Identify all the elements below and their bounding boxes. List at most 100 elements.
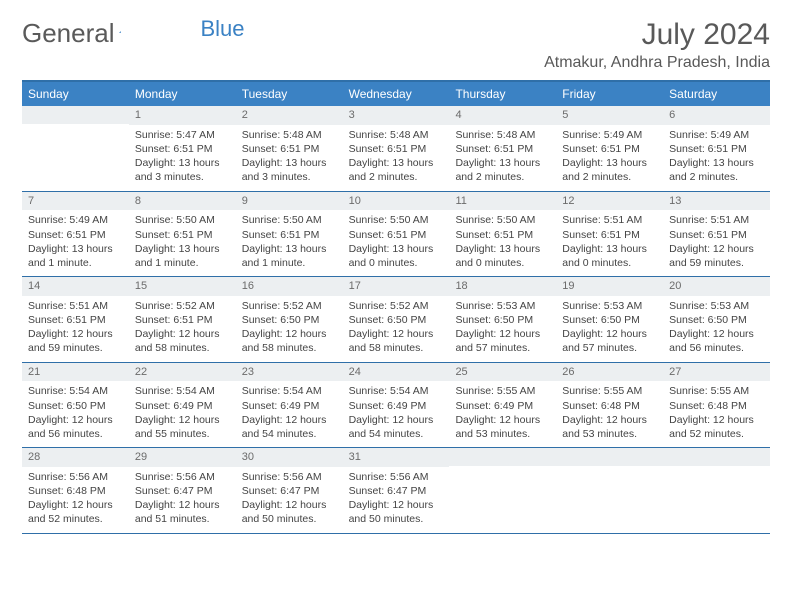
daylight-line: Daylight: 12 hours and 54 minutes. bbox=[349, 413, 444, 441]
day-number bbox=[449, 448, 556, 466]
daylight-line: Daylight: 13 hours and 1 minute. bbox=[242, 242, 337, 270]
daylight-line: Daylight: 13 hours and 2 minutes. bbox=[562, 156, 657, 184]
daylight-line: Daylight: 13 hours and 0 minutes. bbox=[349, 242, 444, 270]
day-header-row: SundayMondayTuesdayWednesdayThursdayFrid… bbox=[22, 82, 770, 106]
sunset-line: Sunset: 6:47 PM bbox=[135, 484, 230, 498]
sunset-line: Sunset: 6:51 PM bbox=[242, 142, 337, 156]
day-number: 18 bbox=[449, 277, 556, 296]
day-number: 15 bbox=[129, 277, 236, 296]
day-body: Sunrise: 5:49 AMSunset: 6:51 PMDaylight:… bbox=[556, 125, 663, 191]
day-cell: 17Sunrise: 5:52 AMSunset: 6:50 PMDayligh… bbox=[343, 277, 450, 362]
sunset-line: Sunset: 6:51 PM bbox=[28, 228, 123, 242]
day-body: Sunrise: 5:52 AMSunset: 6:50 PMDaylight:… bbox=[343, 296, 450, 362]
day-body: Sunrise: 5:49 AMSunset: 6:51 PMDaylight:… bbox=[663, 125, 770, 191]
sunset-line: Sunset: 6:48 PM bbox=[562, 399, 657, 413]
daylight-line: Daylight: 13 hours and 2 minutes. bbox=[669, 156, 764, 184]
day-cell bbox=[556, 448, 663, 533]
day-cell bbox=[22, 106, 129, 191]
daylight-line: Daylight: 13 hours and 1 minute. bbox=[135, 242, 230, 270]
sunrise-line: Sunrise: 5:51 AM bbox=[28, 299, 123, 313]
sunrise-line: Sunrise: 5:51 AM bbox=[562, 213, 657, 227]
day-cell: 31Sunrise: 5:56 AMSunset: 6:47 PMDayligh… bbox=[343, 448, 450, 533]
day-number: 28 bbox=[22, 448, 129, 467]
sunrise-line: Sunrise: 5:53 AM bbox=[669, 299, 764, 313]
sunset-line: Sunset: 6:51 PM bbox=[28, 313, 123, 327]
sunset-line: Sunset: 6:49 PM bbox=[349, 399, 444, 413]
day-number: 3 bbox=[343, 106, 450, 125]
day-body: Sunrise: 5:51 AMSunset: 6:51 PMDaylight:… bbox=[663, 210, 770, 276]
sunset-line: Sunset: 6:49 PM bbox=[135, 399, 230, 413]
day-body: Sunrise: 5:54 AMSunset: 6:50 PMDaylight:… bbox=[22, 381, 129, 447]
day-number: 16 bbox=[236, 277, 343, 296]
sunrise-line: Sunrise: 5:55 AM bbox=[669, 384, 764, 398]
day-number: 23 bbox=[236, 363, 343, 382]
day-header: Tuesday bbox=[236, 82, 343, 106]
sunset-line: Sunset: 6:50 PM bbox=[455, 313, 550, 327]
daylight-line: Daylight: 12 hours and 56 minutes. bbox=[669, 327, 764, 355]
day-number: 5 bbox=[556, 106, 663, 125]
sunset-line: Sunset: 6:49 PM bbox=[455, 399, 550, 413]
day-body: Sunrise: 5:51 AMSunset: 6:51 PMDaylight:… bbox=[556, 210, 663, 276]
day-cell bbox=[663, 448, 770, 533]
sunrise-line: Sunrise: 5:56 AM bbox=[135, 470, 230, 484]
day-cell: 3Sunrise: 5:48 AMSunset: 6:51 PMDaylight… bbox=[343, 106, 450, 191]
day-body: Sunrise: 5:56 AMSunset: 6:47 PMDaylight:… bbox=[343, 467, 450, 533]
sunset-line: Sunset: 6:50 PM bbox=[349, 313, 444, 327]
day-cell: 30Sunrise: 5:56 AMSunset: 6:47 PMDayligh… bbox=[236, 448, 343, 533]
sunset-line: Sunset: 6:51 PM bbox=[242, 228, 337, 242]
sunset-line: Sunset: 6:50 PM bbox=[562, 313, 657, 327]
sunset-line: Sunset: 6:48 PM bbox=[669, 399, 764, 413]
day-cell: 4Sunrise: 5:48 AMSunset: 6:51 PMDaylight… bbox=[449, 106, 556, 191]
day-body: Sunrise: 5:53 AMSunset: 6:50 PMDaylight:… bbox=[556, 296, 663, 362]
week-row: 21Sunrise: 5:54 AMSunset: 6:50 PMDayligh… bbox=[22, 363, 770, 449]
daylight-line: Daylight: 12 hours and 54 minutes. bbox=[242, 413, 337, 441]
day-number: 6 bbox=[663, 106, 770, 125]
logo-sail-icon bbox=[119, 22, 122, 42]
sunrise-line: Sunrise: 5:49 AM bbox=[669, 128, 764, 142]
sunrise-line: Sunrise: 5:49 AM bbox=[562, 128, 657, 142]
day-header: Thursday bbox=[449, 82, 556, 106]
day-header: Sunday bbox=[22, 82, 129, 106]
day-cell: 16Sunrise: 5:52 AMSunset: 6:50 PMDayligh… bbox=[236, 277, 343, 362]
sunrise-line: Sunrise: 5:53 AM bbox=[562, 299, 657, 313]
day-number: 22 bbox=[129, 363, 236, 382]
day-body: Sunrise: 5:50 AMSunset: 6:51 PMDaylight:… bbox=[449, 210, 556, 276]
day-body: Sunrise: 5:56 AMSunset: 6:48 PMDaylight:… bbox=[22, 467, 129, 533]
daylight-line: Daylight: 13 hours and 2 minutes. bbox=[349, 156, 444, 184]
day-cell: 29Sunrise: 5:56 AMSunset: 6:47 PMDayligh… bbox=[129, 448, 236, 533]
day-number: 19 bbox=[556, 277, 663, 296]
daylight-line: Daylight: 12 hours and 52 minutes. bbox=[669, 413, 764, 441]
day-cell: 21Sunrise: 5:54 AMSunset: 6:50 PMDayligh… bbox=[22, 363, 129, 448]
daylight-line: Daylight: 12 hours and 57 minutes. bbox=[562, 327, 657, 355]
daylight-line: Daylight: 12 hours and 55 minutes. bbox=[135, 413, 230, 441]
day-number: 27 bbox=[663, 363, 770, 382]
sunset-line: Sunset: 6:51 PM bbox=[135, 142, 230, 156]
day-cell: 1Sunrise: 5:47 AMSunset: 6:51 PMDaylight… bbox=[129, 106, 236, 191]
day-body: Sunrise: 5:50 AMSunset: 6:51 PMDaylight:… bbox=[343, 210, 450, 276]
day-body: Sunrise: 5:53 AMSunset: 6:50 PMDaylight:… bbox=[663, 296, 770, 362]
sunrise-line: Sunrise: 5:54 AM bbox=[135, 384, 230, 398]
daylight-line: Daylight: 12 hours and 57 minutes. bbox=[455, 327, 550, 355]
logo-text-a: General bbox=[22, 18, 115, 49]
sunrise-line: Sunrise: 5:53 AM bbox=[455, 299, 550, 313]
header: General Blue July 2024 Atmakur, Andhra P… bbox=[22, 18, 770, 72]
day-cell: 26Sunrise: 5:55 AMSunset: 6:48 PMDayligh… bbox=[556, 363, 663, 448]
sunrise-line: Sunrise: 5:54 AM bbox=[28, 384, 123, 398]
title-block: July 2024 Atmakur, Andhra Pradesh, India bbox=[544, 18, 770, 72]
day-cell: 13Sunrise: 5:51 AMSunset: 6:51 PMDayligh… bbox=[663, 192, 770, 277]
logo: General Blue bbox=[22, 18, 189, 49]
day-cell: 15Sunrise: 5:52 AMSunset: 6:51 PMDayligh… bbox=[129, 277, 236, 362]
day-cell: 12Sunrise: 5:51 AMSunset: 6:51 PMDayligh… bbox=[556, 192, 663, 277]
day-body: Sunrise: 5:52 AMSunset: 6:50 PMDaylight:… bbox=[236, 296, 343, 362]
sunrise-line: Sunrise: 5:56 AM bbox=[242, 470, 337, 484]
day-cell: 8Sunrise: 5:50 AMSunset: 6:51 PMDaylight… bbox=[129, 192, 236, 277]
day-number: 20 bbox=[663, 277, 770, 296]
day-body: Sunrise: 5:50 AMSunset: 6:51 PMDaylight:… bbox=[129, 210, 236, 276]
sunset-line: Sunset: 6:51 PM bbox=[349, 228, 444, 242]
daylight-line: Daylight: 12 hours and 58 minutes. bbox=[242, 327, 337, 355]
sunrise-line: Sunrise: 5:52 AM bbox=[349, 299, 444, 313]
day-cell: 7Sunrise: 5:49 AMSunset: 6:51 PMDaylight… bbox=[22, 192, 129, 277]
sunset-line: Sunset: 6:51 PM bbox=[135, 228, 230, 242]
sunrise-line: Sunrise: 5:54 AM bbox=[349, 384, 444, 398]
daylight-line: Daylight: 13 hours and 3 minutes. bbox=[242, 156, 337, 184]
